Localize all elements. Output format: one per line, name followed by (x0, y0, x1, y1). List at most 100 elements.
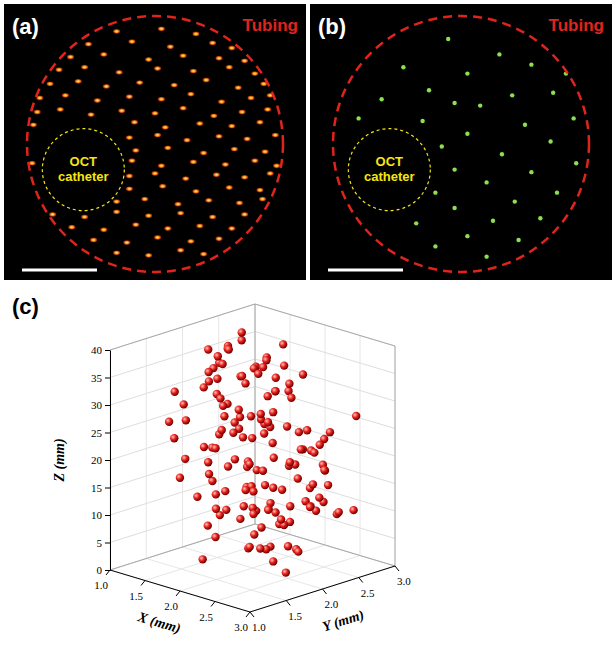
point (349, 506, 357, 514)
scale-bar (22, 269, 97, 272)
speckle (190, 69, 197, 74)
annotation: Tubing (549, 16, 604, 35)
particle (484, 180, 488, 184)
speckle (154, 133, 161, 138)
point (315, 493, 323, 501)
y-tick-mark (395, 566, 399, 571)
z-grid-line (110, 387, 395, 433)
speckle (113, 29, 120, 34)
particle (555, 190, 559, 194)
particle (548, 139, 552, 143)
point (268, 439, 276, 447)
point (278, 486, 286, 494)
speckle (228, 124, 235, 129)
x-tick-label: 2.0 (164, 600, 178, 612)
speckle (167, 44, 174, 49)
box-edge (110, 304, 255, 350)
speckle (244, 136, 251, 141)
point (204, 368, 212, 376)
speckle (203, 78, 210, 83)
y-tick-label: 1.0 (252, 621, 266, 633)
speckle (247, 96, 254, 101)
particle (401, 65, 405, 69)
x-tick-label: 1.5 (129, 590, 143, 602)
speckle (131, 120, 138, 125)
z-grid-line (110, 359, 395, 405)
point (237, 336, 245, 344)
z-tick-mark (105, 378, 110, 379)
particle (510, 93, 514, 97)
speckle (215, 236, 222, 241)
point (211, 444, 219, 452)
speckle (57, 107, 64, 112)
speckle (177, 211, 184, 216)
point (218, 426, 226, 434)
point (294, 474, 302, 482)
speckle (180, 53, 187, 58)
marks (29, 26, 281, 257)
speckle (145, 57, 152, 62)
point (238, 372, 246, 380)
point (271, 387, 279, 395)
speckle (164, 145, 171, 150)
speckle (187, 239, 194, 244)
z-axis: 0510152025303540 (91, 344, 111, 576)
x-tick-mark (246, 612, 250, 617)
panel-label: (c) (12, 294, 39, 319)
box-edge (255, 304, 395, 346)
point (204, 458, 212, 466)
speckle (264, 107, 271, 112)
speckle (68, 225, 75, 230)
speckle (154, 66, 161, 71)
point (264, 418, 272, 426)
point (170, 434, 178, 442)
particle (500, 152, 504, 156)
y-grid-line (146, 339, 286, 601)
point (285, 380, 293, 388)
point (235, 406, 243, 414)
point (254, 370, 262, 378)
z-tick: 20 (91, 454, 110, 466)
particle (551, 91, 555, 95)
y-grid-line (183, 327, 323, 589)
point (212, 490, 220, 498)
point (284, 542, 292, 550)
point (297, 445, 305, 453)
z-tick-label: 35 (91, 372, 103, 384)
point (279, 340, 287, 348)
annotation: OCTcatheter (58, 154, 109, 184)
x-grid-line (145, 315, 290, 581)
box-edge (395, 346, 396, 566)
point (249, 510, 257, 518)
speckle (259, 197, 266, 202)
point (214, 352, 222, 360)
speckle (126, 94, 133, 99)
z-tick: 15 (91, 482, 110, 494)
speckle (90, 238, 97, 243)
speckle (162, 125, 169, 130)
speckle (200, 252, 207, 257)
point (257, 523, 265, 531)
speckle (103, 84, 110, 89)
x-axis-line (110, 570, 250, 612)
z-tick-mark (105, 460, 110, 461)
point (286, 458, 294, 466)
point (286, 502, 294, 510)
point (236, 515, 244, 523)
point (245, 543, 253, 551)
point (271, 387, 279, 395)
x-grid-line (215, 336, 360, 602)
annotation: OCTcatheter (364, 154, 415, 184)
point (248, 434, 256, 442)
speckle (241, 175, 248, 180)
speckle (251, 71, 258, 76)
point (225, 345, 233, 353)
z-tick: 5 (97, 537, 111, 549)
z-grid-line (110, 469, 395, 515)
particle (379, 97, 383, 101)
speckle (215, 134, 222, 139)
z-tick-mark (105, 488, 110, 489)
speckle (62, 93, 69, 98)
speckle (159, 184, 166, 189)
speckle (209, 215, 216, 220)
